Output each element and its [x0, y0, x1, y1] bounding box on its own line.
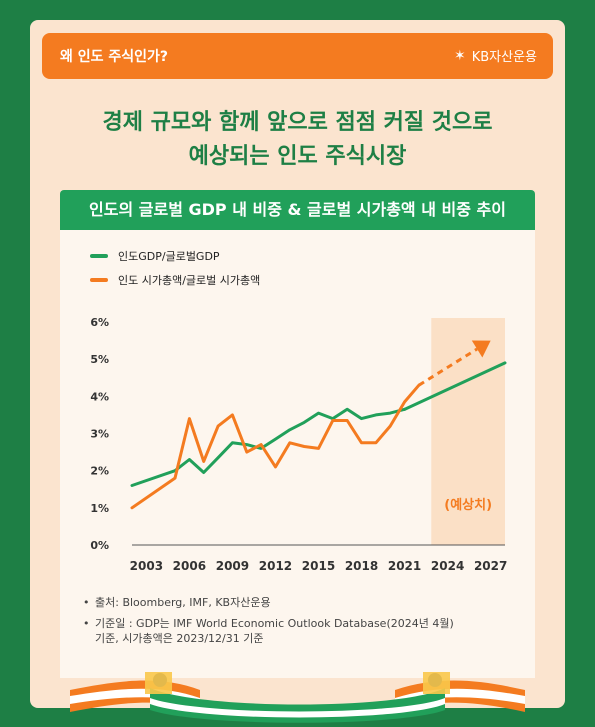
- legend-mcap-label: 인도 시가총액/글로벌 시가총액: [118, 274, 261, 287]
- x-tick-label: 2021: [388, 559, 421, 573]
- y-tick-label: 5%: [90, 353, 109, 366]
- headline-line1: 경제 규모와 함께 앞으로 점점 커질 것으로: [102, 110, 493, 135]
- x-tick-label: 2024: [431, 559, 464, 573]
- line-chart: (예상치) 0% 1% 2% 3% 4% 5% 6% 2003 2006 2009 2012 2015 2…: [90, 316, 507, 573]
- x-tick-label: 2018: [345, 559, 378, 573]
- series-line-1: [130, 383, 421, 510]
- headline-line2: 예상되는 인도 주식시장: [188, 144, 407, 169]
- forecast-label: (예상치): [444, 497, 492, 513]
- y-tick-label: 0%: [90, 539, 109, 552]
- y-tick-label: 6%: [90, 316, 109, 329]
- x-tick-label: 2015: [302, 559, 335, 573]
- series-forecast-0: [403, 361, 507, 411]
- legend-gdp: 인도GDP/글로벌GDP: [90, 248, 220, 264]
- chart-banner: 인도의 글로벌 GDP 내 비중 & 글로벌 시가총액 내 비중 추이: [60, 190, 535, 230]
- note-bullet: •: [83, 617, 90, 630]
- ribbon-decoration: [70, 672, 525, 723]
- series-line-0: [130, 407, 407, 487]
- x-tick-label: 2027: [474, 559, 507, 573]
- y-tick-label: 1%: [90, 502, 109, 515]
- x-tick-label: 2012: [259, 559, 292, 573]
- legend-gdp-label: 인도GDP/글로벌GDP: [118, 250, 220, 263]
- y-tick-label: 3%: [90, 428, 109, 441]
- note-date-text-1: 기준일 : GDP는 IMF World Economic Outlook Da…: [95, 617, 454, 630]
- y-tick-label: 2%: [90, 465, 109, 478]
- series-forecast-1: [418, 347, 478, 387]
- note-bullet: •: [83, 596, 90, 609]
- kb-star-icon: ✶: [453, 47, 466, 64]
- header-question: 왜 인도 주식인가?: [60, 49, 169, 65]
- legend-mcap-swatch: [90, 278, 108, 282]
- x-tick-label: 2009: [216, 559, 249, 573]
- brand-logo: ✶ KB자산운용: [453, 46, 537, 66]
- x-tick-label: 2006: [173, 559, 206, 573]
- brand-name: KB자산운용: [471, 50, 537, 65]
- note-source: • 출처: Bloomberg, IMF, KB자산운용: [83, 595, 271, 610]
- legend-mcap: 인도 시가총액/글로벌 시가총액: [90, 272, 260, 288]
- note-date: • 기준일 : GDP는 IMF World Economic Outlook …: [83, 616, 454, 646]
- note-date-text-2: 기준, 시가총액은 2023/12/31 기준: [95, 632, 264, 645]
- forecast-arrowhead: [471, 340, 491, 358]
- header-bar: 왜 인도 주식인가? ✶ KB자산운용: [42, 33, 553, 79]
- legend-gdp-swatch: [90, 254, 108, 258]
- x-tick-label: 2003: [130, 559, 163, 573]
- y-tick-label: 4%: [90, 390, 109, 403]
- note-source-text: 출처: Bloomberg, IMF, KB자산운용: [95, 596, 271, 609]
